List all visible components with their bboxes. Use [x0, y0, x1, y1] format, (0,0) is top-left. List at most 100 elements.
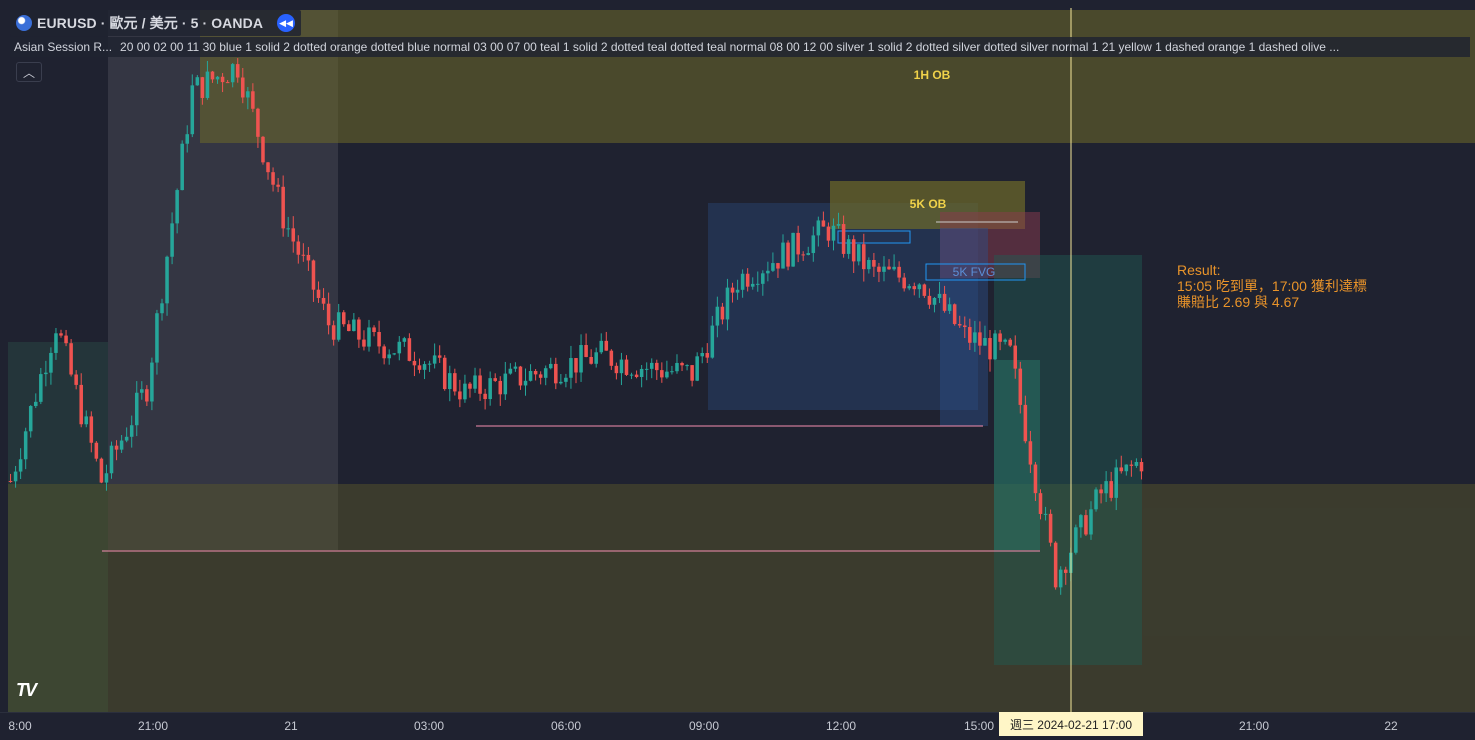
candle-body	[180, 143, 184, 191]
candle-body	[705, 352, 710, 358]
candle-body	[59, 333, 63, 336]
candle-body	[336, 312, 341, 340]
candle-body	[932, 297, 937, 305]
candle-body	[155, 313, 159, 363]
candle-body	[8, 481, 13, 482]
candle-body	[629, 374, 634, 376]
candle-body	[796, 232, 800, 255]
candle-body	[604, 340, 609, 351]
candle-body	[755, 283, 760, 285]
candle-body	[766, 270, 770, 274]
candle-body	[145, 389, 149, 402]
candle-body	[64, 335, 68, 344]
candle-body	[851, 239, 856, 262]
candle-body	[99, 458, 104, 483]
indicator-legend[interactable]: Asian Session R... 20 00 02 00 11 30 blu…	[10, 37, 1470, 57]
indicator-params: 20 00 02 00 11 30 blue 1 solid 2 dotted …	[120, 40, 1340, 54]
candle-body	[836, 224, 841, 226]
candle-body	[589, 356, 593, 364]
candle-body	[543, 368, 548, 378]
candle-body	[417, 365, 422, 370]
candle-body	[1094, 489, 1098, 510]
candle-body	[609, 350, 614, 366]
candle-body	[725, 287, 730, 320]
candle-body	[882, 266, 886, 272]
candle-body	[34, 401, 38, 407]
candle-body	[624, 359, 629, 375]
collapse-legend-button[interactable]: ︿	[16, 62, 42, 82]
time-axis[interactable]: 8:00 21:00 21 03:00 06:00 09:00 12:00 15…	[0, 712, 1475, 740]
candle-body	[18, 459, 23, 472]
candle-body	[867, 259, 871, 270]
candle-body	[761, 273, 765, 284]
candle-body	[463, 383, 467, 400]
candle-body	[937, 293, 942, 298]
candle-body	[740, 273, 745, 290]
candle-body	[503, 373, 508, 395]
fvg-box-upper	[837, 230, 911, 244]
candle-body	[331, 325, 336, 340]
candle-body	[311, 260, 316, 290]
candle-body	[326, 303, 331, 326]
symbol-header[interactable]: EURUSD · 歐元 / 美元 · 5 · OANDA ◀◀	[10, 10, 302, 36]
candle-body	[942, 293, 947, 311]
candle-body	[341, 312, 346, 325]
candle-body	[448, 373, 452, 390]
tradingview-logo-icon[interactable]: TV	[16, 680, 37, 700]
candle-body	[190, 85, 195, 135]
candle-body	[927, 295, 932, 305]
candle-body	[962, 325, 967, 328]
candle-body	[877, 266, 881, 272]
candle-body	[493, 378, 497, 381]
price-chart[interactable]	[0, 0, 1475, 712]
candle-body	[119, 440, 124, 450]
candle-body	[1134, 462, 1139, 466]
result-annotation: Result: 15:05 吃到單，17:00 獲利達標 賺賠比 2.69 與 …	[1177, 262, 1367, 310]
candle-body	[533, 371, 538, 375]
time-tick: 09:00	[688, 719, 720, 733]
candle-body	[574, 358, 578, 373]
time-tick: 03:00	[413, 719, 445, 733]
candle-body	[665, 371, 669, 378]
chevron-up-icon: ︿	[22, 65, 35, 80]
green-zone-right	[994, 255, 1142, 665]
candle-body	[160, 303, 164, 314]
red-zone	[940, 212, 1040, 278]
candle-body	[1109, 481, 1113, 498]
candle-body	[685, 365, 689, 367]
candle-body	[478, 375, 482, 394]
candle-body	[215, 76, 220, 80]
candle-body	[321, 297, 326, 304]
candle-body	[437, 355, 442, 358]
candle-body	[745, 273, 750, 287]
symbol-title[interactable]: EURUSD · 歐元 / 美元 · 5 · OANDA	[37, 15, 264, 31]
candle-body	[458, 391, 462, 400]
candle-body	[200, 77, 205, 98]
candle-body	[377, 331, 381, 347]
candle-body	[1139, 462, 1144, 472]
candle-body	[488, 378, 492, 400]
ob-1h-box	[200, 10, 1475, 143]
candle-body	[614, 365, 619, 374]
bottom-olive-zone	[8, 484, 1475, 712]
green-zone-entry	[994, 360, 1040, 550]
candle-body	[140, 389, 144, 393]
candle-body	[811, 235, 816, 254]
candle-body	[791, 232, 795, 267]
rewind-icon[interactable]: ◀◀	[277, 14, 296, 32]
candle-body	[220, 76, 225, 83]
candle-body	[998, 333, 1002, 342]
candle-body	[74, 374, 78, 385]
candle-body	[715, 306, 720, 326]
candle-body	[175, 190, 179, 224]
candle-body	[957, 324, 962, 326]
candle-body	[781, 242, 785, 269]
indicator-name[interactable]: Asian Session R...	[14, 40, 113, 54]
candle-body	[922, 284, 927, 296]
candle-body	[286, 228, 290, 230]
candle-body	[281, 186, 285, 229]
candle-body	[1099, 489, 1103, 494]
candle-body	[261, 136, 265, 163]
candle-body	[230, 64, 235, 83]
